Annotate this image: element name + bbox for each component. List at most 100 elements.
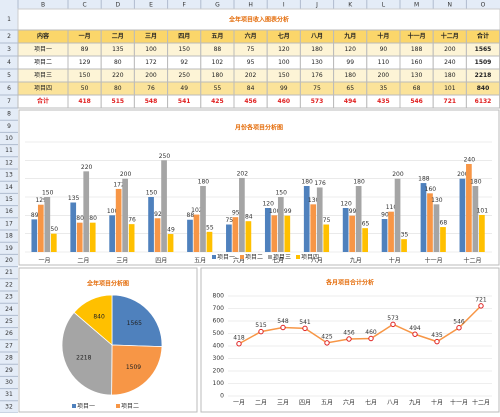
data-label: 456 [343, 330, 355, 337]
cell-text: 92 [180, 59, 188, 66]
cell-text: 120 [344, 46, 356, 53]
legend-swatch [240, 255, 244, 259]
pie-slice [61, 311, 113, 396]
data-label: 80 [76, 215, 84, 222]
column-letter: G [215, 2, 220, 9]
bar [44, 197, 51, 252]
cell-text: 75 [247, 46, 255, 53]
column-letter: H [248, 2, 253, 9]
bar [148, 197, 154, 252]
cell-text: 110 [378, 59, 390, 66]
header-text: 九月 [343, 32, 356, 40]
cell-text: 99 [280, 85, 288, 92]
row-number: 11 [5, 147, 13, 154]
row-number: 3 [7, 46, 11, 53]
bar [466, 164, 472, 252]
data-label: 65 [362, 221, 370, 228]
row-number: 2 [7, 33, 11, 40]
cell-text: 80 [114, 59, 122, 66]
cell-text: 200 [444, 46, 456, 53]
header-text: 十月 [377, 32, 389, 40]
pie-slice [111, 344, 163, 396]
cell-text: 6132 [475, 98, 492, 105]
x-tick-label: 十月 [389, 257, 401, 265]
row-number: 8 [7, 111, 11, 118]
bar [128, 224, 135, 252]
cell-text: 150 [178, 46, 190, 53]
x-tick-label: 八月 [311, 258, 323, 265]
cell-text: 180 [212, 72, 224, 79]
data-label: 250 [159, 153, 171, 160]
bar [459, 178, 466, 252]
column-letter: L [382, 2, 386, 9]
cell-text: 840 [477, 85, 490, 92]
cell-text: 200 [145, 72, 157, 79]
cell-text: 2218 [475, 72, 492, 79]
x-tick-label: 七月 [365, 399, 377, 407]
row-number: 29 [5, 367, 13, 374]
cell-text: 80 [114, 85, 122, 92]
legend-swatch [296, 255, 300, 259]
cell-text: 172 [145, 59, 157, 66]
column-letter: K [348, 2, 353, 9]
data-label: 435 [431, 332, 443, 339]
data-label: 180 [470, 179, 482, 186]
bar [316, 187, 323, 252]
cell-text: 88 [214, 46, 222, 53]
x-tick-label: 六月 [233, 257, 245, 265]
data-label: 180 [301, 179, 313, 186]
data-label: 102 [191, 207, 203, 214]
cell-text: 150 [79, 72, 91, 79]
row-number: 5 [7, 72, 11, 79]
bar [232, 217, 239, 252]
data-label: 172 [113, 181, 125, 188]
cell-text: 129 [79, 59, 91, 66]
x-tick-label: 六月 [343, 399, 355, 407]
x-tick-label: 一月 [233, 400, 245, 407]
cell-text: 65 [346, 85, 354, 92]
line-marker [258, 328, 264, 335]
x-tick-label: 三月 [116, 258, 128, 265]
y-tick-label: 300 [213, 355, 225, 362]
cell-text: 100 [145, 46, 157, 53]
cell-text: 1565 [475, 46, 492, 53]
data-label: 200 [392, 171, 404, 178]
bar [115, 188, 122, 252]
data-label: 120 [262, 201, 274, 208]
cell-text: 150 [278, 72, 290, 79]
column-letter: O [481, 2, 486, 9]
data-label: 200 [120, 171, 132, 178]
cell-text: 188 [411, 46, 423, 53]
bar [342, 208, 349, 252]
data-label: 55 [206, 224, 214, 231]
row-number: 24 [5, 306, 13, 313]
row-number: 9 [7, 123, 11, 130]
cell-text: 494 [344, 98, 357, 105]
legend-swatch [72, 404, 76, 408]
row-number: 20 [5, 257, 13, 264]
bar [472, 186, 479, 252]
row-number: 28 [5, 355, 13, 362]
legend-label: 项目一 [77, 403, 95, 410]
x-tick-label: 十二月 [464, 257, 482, 265]
bar [479, 214, 485, 252]
data-label: 548 [277, 318, 289, 325]
row-number: 19 [5, 245, 13, 252]
row-number: 26 [5, 330, 13, 337]
bar [122, 178, 128, 252]
data-label: 1565 [127, 320, 142, 327]
data-label: 418 [233, 334, 245, 341]
row-header-bar [0, 0, 18, 413]
chart-title: 各月项目合计分析 [325, 279, 374, 287]
data-label: 99 [349, 208, 357, 215]
data-label: 150 [42, 190, 54, 197]
x-tick-label: 十二月 [472, 399, 490, 407]
legend-label: 项目二 [245, 254, 263, 261]
row-number: 18 [5, 233, 13, 240]
data-label: 75 [323, 217, 331, 224]
data-label: 1509 [126, 364, 141, 371]
bar [440, 227, 446, 252]
data-label: 135 [68, 195, 80, 202]
cell-text: 55 [214, 85, 222, 92]
cell-text: 548 [145, 98, 158, 105]
